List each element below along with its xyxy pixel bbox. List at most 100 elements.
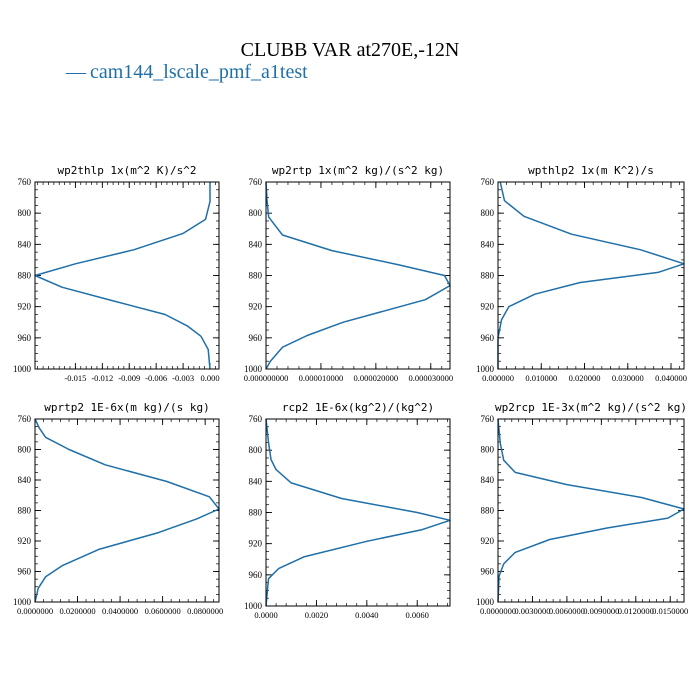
legend-label: cam144_lscale_pmf_a1test xyxy=(90,61,308,83)
y-tick-label: 920 xyxy=(249,302,263,312)
y-tick-label: 800 xyxy=(481,208,495,218)
panel-title: wprtp2 1E-6x(m kg)/(s kg) xyxy=(44,401,210,414)
y-tick-label: 880 xyxy=(249,508,263,518)
y-tick-label: 920 xyxy=(481,302,495,312)
x-tick-label: 0.000030000 xyxy=(408,373,453,383)
x-tick-label: 0.0120000 xyxy=(618,606,654,616)
series-line-1 xyxy=(34,418,220,603)
x-tick-label: -0.003 xyxy=(172,373,194,383)
plot-frame xyxy=(34,181,220,370)
panel-5: rcp2 1E-6x(kg^2)/(kg^2) 0.0000 0.0020 0.004… xyxy=(244,401,451,620)
y-tick-label: 920 xyxy=(18,302,32,312)
x-tick-label: 0.000010000 xyxy=(299,373,344,383)
y-tick-label: 760 xyxy=(481,414,495,424)
y-tick-label: 760 xyxy=(481,177,495,187)
x-tick-label: 0.040000 xyxy=(655,373,687,383)
panel-title: wp2rtp 1x(m^2 kg)/(s^2 kg) xyxy=(272,164,444,177)
panel-1: wp2thlp 1x(m^2 K)/s^2 -0.015 -0.012 -0.009 -… xyxy=(13,164,220,383)
panel-3: wpthlp2 1x(m K^2)/s 0.000000 0.010000 0.020… xyxy=(476,164,687,383)
panel-grid: wp2thlp 1x(m^2 K)/s^2 -0.015 -0.012 -0.009 -… xyxy=(13,164,688,620)
y-tick-label: 840 xyxy=(249,239,263,249)
y-tick-label: 920 xyxy=(481,536,495,546)
y-tick-label: 760 xyxy=(18,177,32,187)
x-tick-label: 0.000000000 xyxy=(244,373,289,383)
x-tick-label: 0.0400000 xyxy=(102,606,138,616)
panel-2: wp2rtp 1x(m^2 kg)/(s^2 kg) 0.000000000 0.0… xyxy=(244,164,453,383)
y-tick-label: 760 xyxy=(18,414,32,424)
plot-frame xyxy=(34,418,220,603)
x-tick-label: -0.009 xyxy=(118,373,140,383)
y-tick-label: 800 xyxy=(481,445,495,455)
x-tick-label: 0.0090000 xyxy=(583,606,619,616)
y-tick-label: 840 xyxy=(18,475,32,485)
x-tick-label: 0.000000 xyxy=(482,373,514,383)
y-tick-label: 880 xyxy=(249,271,263,281)
y-tick-label: 800 xyxy=(249,445,263,455)
panel-4: wprtp2 1E-6x(m kg)/(s kg) 0.0000000 0.0200… xyxy=(13,401,223,616)
y-tick-label: 1000 xyxy=(13,364,32,374)
x-tick-label: 0.0150000 xyxy=(652,606,688,616)
x-tick-label: 0.010000 xyxy=(525,373,557,383)
series-line-1 xyxy=(497,418,685,603)
series-line-1 xyxy=(265,418,451,607)
y-tick-label: 960 xyxy=(249,570,263,580)
plot-frame xyxy=(497,181,685,370)
legend-marker: — xyxy=(65,61,87,83)
x-tick-label: 0.000020000 xyxy=(354,373,399,383)
y-tick-label: 880 xyxy=(481,506,495,516)
y-tick-label: 960 xyxy=(18,333,32,343)
plot-frame xyxy=(265,418,451,607)
panel-title: wpthlp2 1x(m K^2)/s xyxy=(528,164,654,177)
panel-title: rcp2 1E-6x(kg^2)/(kg^2) xyxy=(282,401,434,414)
y-tick-label: 960 xyxy=(481,333,495,343)
panel-title: wp2thlp 1x(m^2 K)/s^2 xyxy=(57,164,196,177)
series-line-1 xyxy=(497,181,685,369)
y-tick-label: 840 xyxy=(249,476,263,486)
y-tick-label: 880 xyxy=(18,271,32,281)
y-tick-label: 840 xyxy=(481,475,495,485)
y-tick-label: 840 xyxy=(481,239,495,249)
x-tick-label: 0.0000000 xyxy=(17,606,53,616)
y-tick-label: 960 xyxy=(481,567,495,577)
x-tick-label: 0.0060000 xyxy=(549,606,585,616)
y-tick-label: 880 xyxy=(18,506,32,516)
x-tick-label: 0.0600000 xyxy=(145,606,181,616)
x-tick-label: 0.0000 xyxy=(254,610,277,620)
y-tick-label: 880 xyxy=(481,271,495,281)
x-tick-label: 0.0040 xyxy=(355,610,378,620)
x-tick-label: 0.0020 xyxy=(305,610,328,620)
figure-title: CLUBB VAR at270E,-12N xyxy=(241,39,460,61)
x-tick-label: 0.030000 xyxy=(612,373,644,383)
panel-title: wp2rcp 1E-3x(m^2 kg)/(s^2 kg) xyxy=(495,401,687,414)
y-tick-label: 800 xyxy=(18,445,32,455)
x-tick-label: 0.020000 xyxy=(569,373,601,383)
y-tick-label: 840 xyxy=(18,239,32,249)
y-tick-label: 760 xyxy=(249,177,263,187)
x-tick-label: -0.015 xyxy=(64,373,86,383)
x-tick-label: -0.012 xyxy=(91,373,113,383)
plot-frame xyxy=(265,181,451,370)
y-tick-label: 800 xyxy=(249,208,263,218)
panel-6: wp2rcp 1E-3x(m^2 kg)/(s^2 kg)0.00000000.… xyxy=(476,401,688,616)
y-tick-label: 1000 xyxy=(13,597,32,607)
plot-frame xyxy=(497,418,685,603)
x-tick-label: 0.0200000 xyxy=(59,606,95,616)
y-tick-label: 960 xyxy=(249,333,263,343)
y-tick-label: 760 xyxy=(249,414,263,424)
y-tick-label: 1000 xyxy=(476,597,495,607)
x-tick-label: 0.0030000 xyxy=(514,606,550,616)
series-line-1 xyxy=(265,181,451,370)
y-tick-label: 1000 xyxy=(244,364,263,374)
y-tick-label: 1000 xyxy=(476,364,495,374)
y-tick-label: 960 xyxy=(18,567,32,577)
x-tick-label: 0.000 xyxy=(200,373,219,383)
x-tick-label: 0.0800000 xyxy=(187,606,223,616)
series-line-1 xyxy=(34,182,211,370)
y-tick-label: 920 xyxy=(249,539,263,549)
x-tick-label: 0.0060 xyxy=(406,610,429,620)
y-tick-label: 800 xyxy=(18,208,32,218)
x-tick-label: 0.0000000 xyxy=(480,606,516,616)
y-tick-label: 920 xyxy=(18,536,32,546)
y-tick-label: 1000 xyxy=(244,601,263,611)
